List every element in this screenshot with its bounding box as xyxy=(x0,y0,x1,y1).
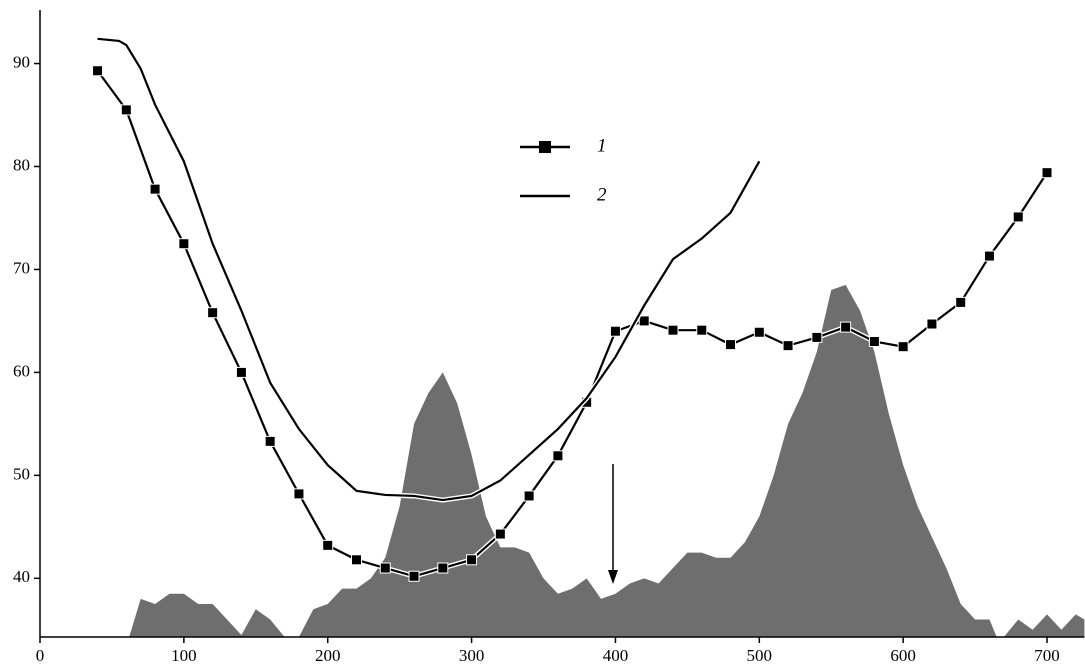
x-tick-label: 200 xyxy=(315,646,341,665)
marker xyxy=(811,331,823,343)
x-tick-label: 100 xyxy=(171,646,197,665)
marker xyxy=(1041,167,1053,179)
line xyxy=(96,70,1048,578)
marker xyxy=(178,238,190,250)
x-tick-label: 0 xyxy=(36,646,45,665)
marker xyxy=(149,183,161,195)
marker xyxy=(207,307,219,319)
y-tick-label: 90 xyxy=(13,52,30,71)
marker xyxy=(638,315,650,327)
marker xyxy=(235,366,247,378)
marker xyxy=(437,562,449,574)
marker xyxy=(725,339,737,351)
marker xyxy=(322,539,334,551)
y-tick-label: 60 xyxy=(13,361,30,380)
marker xyxy=(350,554,362,566)
marker xyxy=(609,325,621,337)
marker xyxy=(696,324,708,336)
marker xyxy=(494,528,506,540)
marker xyxy=(753,326,765,338)
marker xyxy=(983,250,995,262)
marker xyxy=(868,336,880,348)
marker xyxy=(523,490,535,502)
marker xyxy=(552,450,564,462)
legend-label: 1 xyxy=(597,135,607,156)
x-tick-label: 700 xyxy=(1034,646,1060,665)
marker xyxy=(840,321,852,333)
marker xyxy=(408,570,420,582)
x-tick-label: 600 xyxy=(890,646,916,665)
marker xyxy=(379,562,391,574)
marker xyxy=(667,324,679,336)
marker xyxy=(897,341,909,353)
marker xyxy=(782,340,794,352)
marker xyxy=(120,104,132,116)
legend-marker xyxy=(539,141,551,153)
marker xyxy=(92,65,104,77)
marker xyxy=(1012,211,1024,223)
y-tick-label: 40 xyxy=(13,567,30,586)
arrow-head xyxy=(608,570,618,584)
x-tick-label: 300 xyxy=(459,646,485,665)
marker xyxy=(955,296,967,308)
marker xyxy=(466,554,478,566)
line xyxy=(97,37,761,502)
marker xyxy=(926,318,938,330)
marker xyxy=(293,488,305,500)
x-tick-label: 400 xyxy=(603,646,629,665)
marker xyxy=(264,435,276,447)
x-tick-label: 500 xyxy=(747,646,773,665)
area xyxy=(129,284,1085,637)
y-tick-label: 80 xyxy=(13,155,30,174)
y-tick-label: 50 xyxy=(13,464,30,483)
legend-label: 2 xyxy=(597,184,607,205)
y-tick-label: 70 xyxy=(13,258,30,277)
